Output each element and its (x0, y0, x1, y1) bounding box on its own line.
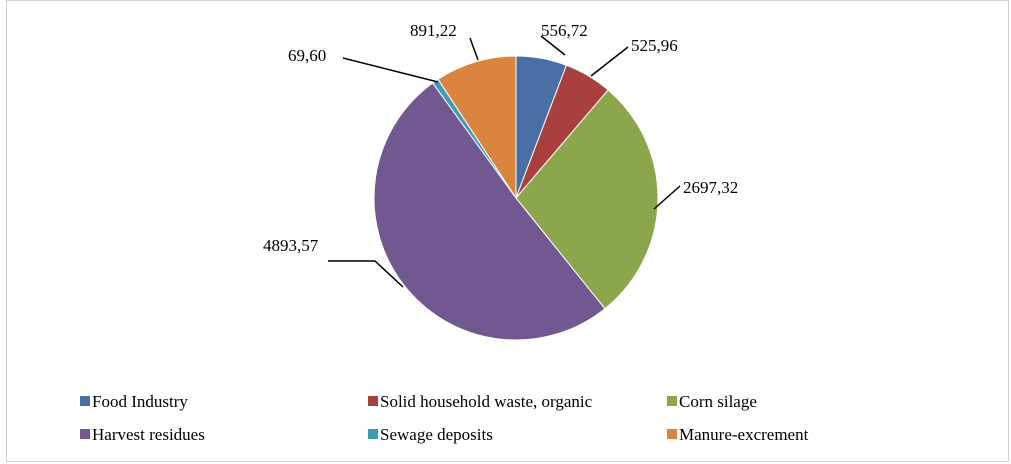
pie-slices (373, 55, 659, 341)
legend-label: Corn silage (679, 392, 757, 411)
data-label: 69,60 (288, 46, 326, 65)
legend-swatch (667, 429, 677, 439)
pie-slice-corn-silage (515, 89, 659, 310)
leader-line (342, 57, 439, 83)
leader-lines (328, 35, 681, 288)
legend-item: Food Industry (80, 392, 188, 411)
legend-label: Food Industry (92, 392, 188, 411)
legend-swatch (368, 429, 378, 439)
data-label: 525,96 (631, 36, 678, 55)
leader-line (540, 35, 566, 56)
leader-line (328, 260, 404, 288)
legend-item: Corn silage (667, 392, 757, 411)
legend: Food Industry Solid household waste, orga… (80, 392, 809, 444)
legend-item: Sewage deposits (368, 425, 493, 444)
leader-line (469, 37, 479, 61)
legend-label: Sewage deposits (380, 425, 493, 444)
pie-slice-manure-excrement (437, 55, 517, 200)
legend-swatch (80, 396, 90, 406)
legend-swatch (368, 396, 378, 406)
legend-label: Solid household waste, organic (380, 392, 593, 411)
legend-swatch (667, 396, 677, 406)
data-label: 891,22 (410, 21, 457, 40)
leader-line (590, 46, 629, 77)
pie-slice-harvest-residues (373, 82, 606, 341)
legend-swatch (80, 429, 90, 439)
legend-item: Solid household waste, organic (368, 392, 593, 411)
legend-label: Harvest residues (92, 425, 205, 444)
data-label: 4893,57 (263, 236, 319, 255)
leader-line (653, 185, 681, 210)
legend-item: Manure-excrement (667, 425, 809, 444)
data-label: 2697,32 (683, 178, 738, 197)
legend-label: Manure-excrement (679, 425, 809, 444)
legend-item: Harvest residues (80, 425, 205, 444)
data-labels: 556,72 525,96 2697,32 4893,57 69,60 891,22 (263, 21, 738, 255)
data-label: 556,72 (541, 21, 588, 40)
